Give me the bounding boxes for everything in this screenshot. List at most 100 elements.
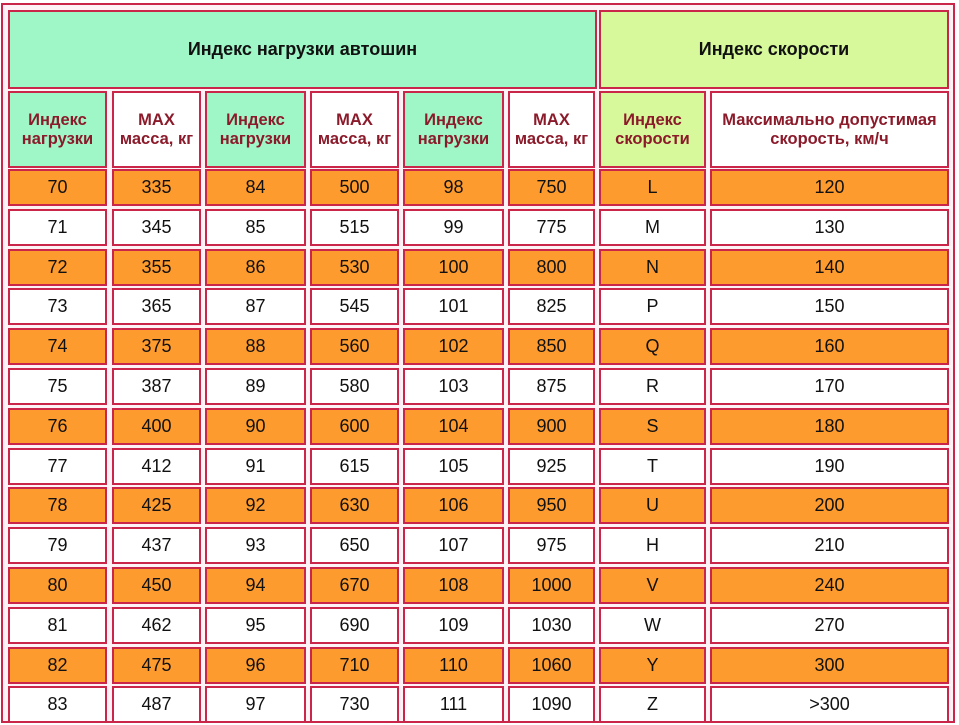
table-cell-load-index-3: 107 [403, 527, 504, 564]
cell-value: 78 [47, 495, 68, 515]
table-cell-max-speed: 130 [710, 209, 949, 246]
cell-value: 104 [438, 416, 469, 436]
cell-value: 87 [245, 296, 266, 316]
cell-value: 72 [47, 257, 68, 277]
cell-value: 80 [47, 575, 68, 595]
table-cell-load-index-2: 92 [205, 487, 306, 524]
table-cell-load-index-1: 83 [8, 686, 107, 723]
table-cell-max-mass-1: 437 [112, 527, 201, 564]
cell-value: 580 [339, 376, 370, 396]
cell-value: 670 [339, 575, 370, 595]
table-cell-max-mass-1: 475 [112, 647, 201, 684]
table-cell-max-mass-2: 670 [310, 567, 399, 604]
cell-value: 560 [339, 336, 370, 356]
table-cell-load-index-1: 81 [8, 607, 107, 644]
table-cell-max-mass-3: 800 [508, 249, 595, 286]
table-cell-max-speed: 200 [710, 487, 949, 524]
table-cell-max-speed: 120 [710, 169, 949, 206]
cell-value: 530 [339, 257, 370, 277]
cell-value: 730 [339, 694, 370, 714]
cell-value: 108 [438, 575, 469, 595]
table-cell-load-index-3: 109 [403, 607, 504, 644]
table-cell-speed-index: S [599, 408, 706, 445]
table-cell-load-index-2: 93 [205, 527, 306, 564]
table-cell-max-mass-1: 425 [112, 487, 201, 524]
table-cell-max-mass-3: 900 [508, 408, 595, 445]
cell-value: 93 [245, 535, 266, 555]
cell-value: 462 [141, 615, 172, 635]
table-cell-load-index-3: 98 [403, 169, 504, 206]
cell-value: 105 [438, 456, 469, 476]
table-cell-load-index-1: 77 [8, 448, 107, 485]
column-header-text: MAX масса, кг [514, 110, 589, 148]
table-cell-load-index-3: 100 [403, 249, 504, 286]
cell-value: 95 [245, 615, 266, 635]
cell-value: 975 [536, 535, 567, 555]
table-cell-max-mass-3: 1000 [508, 567, 595, 604]
table-cell-max-speed: 180 [710, 408, 949, 445]
table-cell-max-speed: 190 [710, 448, 949, 485]
cell-value: 750 [536, 177, 567, 197]
cell-value: 487 [141, 694, 172, 714]
cell-value: 90 [245, 416, 266, 436]
cell-value: 99 [443, 217, 464, 237]
cell-value: 650 [339, 535, 370, 555]
cell-value: 210 [814, 535, 845, 555]
table-cell-max-mass-1: 400 [112, 408, 201, 445]
cell-value: 800 [536, 257, 567, 277]
table-cell-load-index-1: 75 [8, 368, 107, 405]
cell-value: W [644, 615, 661, 635]
cell-value: 950 [536, 495, 567, 515]
table-cell-max-mass-3: 1060 [508, 647, 595, 684]
table-cell-load-index-2: 87 [205, 288, 306, 325]
cell-value: P [646, 296, 659, 316]
table-cell-max-speed: >300 [710, 686, 949, 723]
table-cell-max-mass-1: 365 [112, 288, 201, 325]
table-cell-load-index-2: 86 [205, 249, 306, 286]
cell-value: 92 [245, 495, 266, 515]
table-cell-speed-index: P [599, 288, 706, 325]
table-cell-load-index-3: 111 [403, 686, 504, 723]
cell-value: 73 [47, 296, 68, 316]
load-index-title: Индекс нагрузки автошин [8, 10, 597, 89]
cell-value: 160 [814, 336, 845, 356]
cell-value: >300 [809, 694, 850, 714]
cell-value: 412 [141, 456, 172, 476]
cell-value: 91 [245, 456, 266, 476]
cell-value: 79 [47, 535, 68, 555]
column-header-text: MAX масса, кг [317, 110, 392, 148]
table-cell-max-mass-1: 462 [112, 607, 201, 644]
cell-value: 106 [438, 495, 469, 515]
table-cell-load-index-1: 71 [8, 209, 107, 246]
tire-index-table: Индекс нагрузки автошин Индекс скорости … [1, 3, 955, 723]
table-cell-speed-index: T [599, 448, 706, 485]
table-cell-load-index-3: 103 [403, 368, 504, 405]
cell-value: 437 [141, 535, 172, 555]
table-cell-load-index-1: 73 [8, 288, 107, 325]
table-cell-max-mass-2: 500 [310, 169, 399, 206]
table-cell-max-mass-1: 335 [112, 169, 201, 206]
table-cell-load-index-3: 104 [403, 408, 504, 445]
table-cell-load-index-2: 95 [205, 607, 306, 644]
table-cell-load-index-1: 79 [8, 527, 107, 564]
cell-value: 425 [141, 495, 172, 515]
cell-value: 109 [438, 615, 469, 635]
table-cell-load-index-1: 70 [8, 169, 107, 206]
cell-value: Z [647, 694, 658, 714]
load-index-title-text: Индекс нагрузки автошин [187, 39, 418, 59]
cell-value: 88 [245, 336, 266, 356]
table-cell-speed-index: L [599, 169, 706, 206]
table-cell-max-mass-3: 950 [508, 487, 595, 524]
table-cell-speed-index: H [599, 527, 706, 564]
cell-value: 475 [141, 655, 172, 675]
cell-value: T [647, 456, 658, 476]
cell-value: 180 [814, 416, 845, 436]
cell-value: M [645, 217, 660, 237]
column-header-max-mass-1: MAX масса, кг [112, 91, 201, 168]
cell-value: 515 [339, 217, 370, 237]
cell-value: 170 [814, 376, 845, 396]
cell-value: 111 [439, 694, 468, 714]
cell-value: 70 [47, 177, 68, 197]
cell-value: 81 [47, 615, 68, 635]
table-cell-max-mass-1: 450 [112, 567, 201, 604]
